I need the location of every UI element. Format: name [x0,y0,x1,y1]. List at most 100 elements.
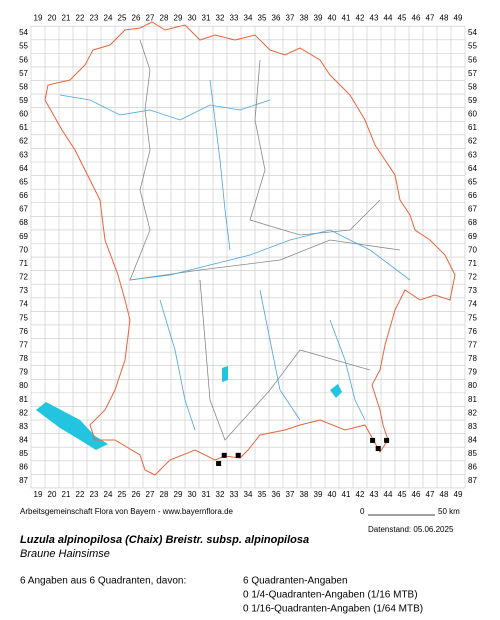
x-label: 39 [314,13,323,22]
x-label: 20 [48,13,57,22]
x-label: 35 [258,13,267,22]
x-label: 25 [118,490,127,499]
x-label: 32 [216,13,225,22]
y-label: 72 [468,273,477,282]
y-label: 80 [468,381,477,390]
x-label: 40 [328,490,337,499]
y-label: 74 [468,300,477,309]
river [209,79,231,251]
y-label: 78 [19,354,28,363]
y-label: 85 [19,449,28,458]
y-label: 80 [19,381,28,390]
y-label: 64 [468,164,477,173]
summary-detail: 0 1/4-Quadranten-Angaben (1/16 MTB) [243,590,418,601]
y-label: 83 [19,422,28,431]
y-label: 83 [468,422,477,431]
y-label: 59 [468,96,477,105]
y-label: 54 [19,28,28,37]
y-label: 81 [19,395,28,404]
x-label: 30 [188,13,197,22]
x-label: 39 [314,490,323,499]
y-label: 77 [19,340,28,349]
y-label: 59 [19,96,28,105]
x-label: 42 [356,13,365,22]
y-label: 63 [468,150,477,159]
y-label: 62 [19,137,28,146]
y-label: 86 [19,463,28,472]
grid [30,25,466,489]
y-label: 60 [468,110,477,119]
y-label: 70 [468,245,477,254]
y-label: 78 [468,354,477,363]
y-label: 61 [19,123,28,132]
y-label: 73 [468,286,477,295]
y-label: 72 [19,273,28,282]
y-label: 79 [468,368,477,377]
records [216,437,390,466]
y-label: 84 [468,436,477,445]
x-label: 38 [300,13,309,22]
x-label: 30 [188,490,197,499]
x-label: 45 [398,490,407,499]
y-label: 60 [19,110,28,119]
lake [222,366,228,382]
x-label: 31 [202,490,211,499]
y-label: 87 [468,476,477,485]
x-label: 43 [370,13,379,22]
x-label: 26 [132,490,141,499]
district-border [129,39,401,281]
x-label: 46 [412,13,421,22]
y-label: 76 [468,327,477,336]
x-label: 24 [104,490,113,499]
y-label: 56 [468,55,477,64]
x-label: 26 [132,13,141,22]
date: Datenstand: 05.06.2025 [368,525,454,534]
x-label: 20 [48,490,57,499]
y-label: 76 [19,327,28,336]
scale-end: 50 km [438,507,460,516]
y-label: 87 [19,476,28,485]
district-border [249,59,381,236]
x-label: 44 [384,490,393,499]
y-label: 68 [468,218,477,227]
y-label: 71 [468,259,477,268]
scale-start: 0 [360,507,365,516]
x-label: 45 [398,13,407,22]
summary-detail: 0 1/16-Quadranten-Angaben (1/64 MTB) [243,604,423,615]
y-label: 84 [19,436,28,445]
y-label: 62 [468,137,477,146]
y-label: 57 [19,69,28,78]
river [59,94,271,121]
x-label: 27 [146,13,155,22]
x-label: 37 [286,13,295,22]
basemap [36,21,456,476]
state-border [44,21,456,476]
record-point [375,446,381,452]
river [259,289,301,421]
y-label: 65 [19,177,28,186]
y-label: 75 [468,313,477,322]
x-label: 29 [174,13,183,22]
x-label: 34 [244,13,253,22]
river [329,319,366,421]
y-label: 55 [468,42,477,51]
x-label: 19 [34,13,43,22]
x-label: 49 [454,13,463,22]
y-label: 86 [468,463,477,472]
x-label: 22 [76,13,85,22]
y-label: 74 [19,300,28,309]
x-label: 29 [174,490,183,499]
y-label: 71 [19,259,28,268]
credit: Arbeitsgemeinschaft Flora von Bayern - w… [20,507,234,516]
x-label: 36 [272,490,281,499]
y-label: 66 [19,191,28,200]
record-point [216,460,222,466]
y-label: 73 [19,286,28,295]
x-label: 31 [202,13,211,22]
x-label: 48 [440,490,449,499]
y-label: 69 [468,232,477,241]
record-point [370,437,376,443]
x-label: 33 [230,490,239,499]
lake [36,402,108,450]
